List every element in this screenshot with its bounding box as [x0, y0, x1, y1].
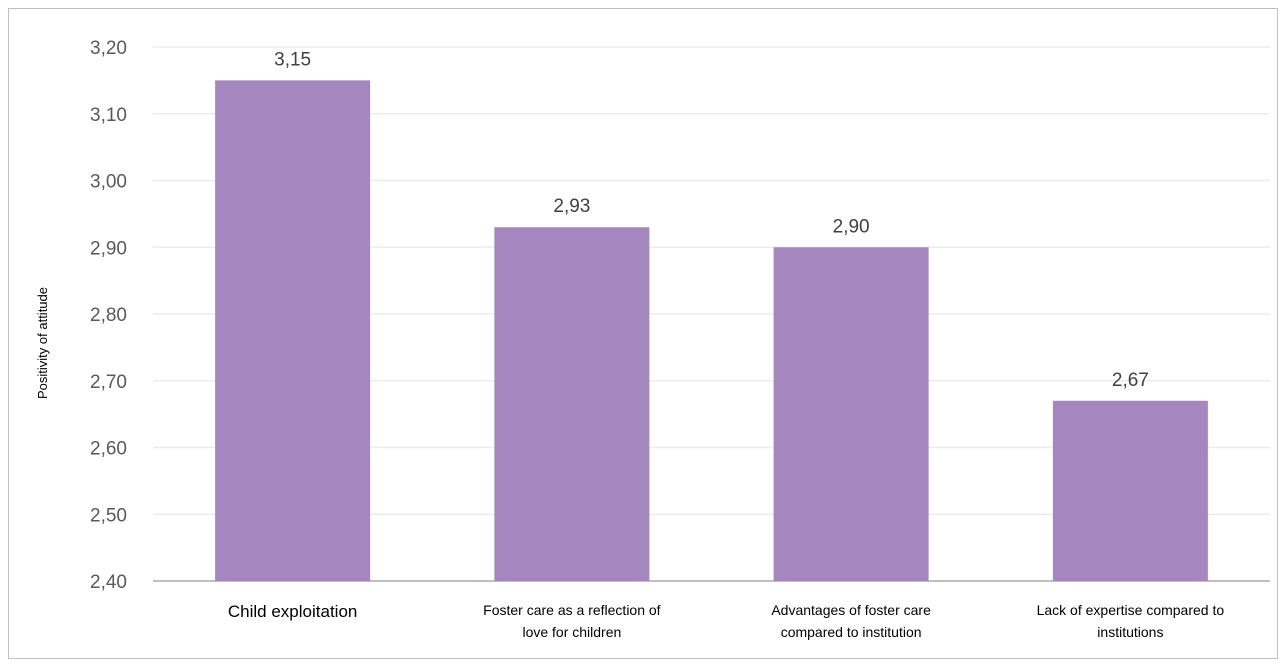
data-labels: 3,15 2,93 2,90 2,67	[274, 49, 1149, 390]
bars	[215, 80, 1208, 581]
y-tick-label: 2,50	[90, 505, 127, 526]
data-label: 2,90	[833, 216, 870, 237]
y-tick-label: 2,60	[90, 439, 127, 460]
category-label: Foster care as a reflection of love for c…	[483, 602, 661, 640]
category-label: Lack of expertise compared to institution…	[1037, 602, 1225, 640]
data-label: 2,67	[1112, 370, 1149, 391]
y-tick-label: 2,70	[90, 372, 127, 393]
y-tick-label: 2,80	[90, 305, 127, 326]
category-label: Advantages of foster care compared to ins…	[771, 602, 931, 640]
y-tick-label: 2,40	[90, 572, 127, 593]
category-label: Child exploitation	[228, 602, 357, 621]
y-axis-label: Positivity of attitude	[35, 287, 50, 399]
bar	[494, 227, 650, 581]
y-tick-label: 3,10	[90, 105, 127, 126]
data-label: 3,15	[274, 49, 311, 70]
y-tick-labels: 2,40 2,50 2,60 2,70 2,80 2,90 3,00 3,10 3,20	[90, 38, 127, 593]
bar	[215, 80, 371, 581]
y-tick-label: 2,90	[90, 238, 127, 259]
y-tick-label: 3,20	[90, 38, 127, 59]
bar	[1052, 400, 1208, 581]
data-label: 2,93	[553, 196, 590, 217]
category-labels: Child exploitation Foster care as a refle…	[228, 602, 1224, 640]
bar	[773, 247, 929, 581]
y-tick-label: 3,00	[90, 172, 127, 193]
